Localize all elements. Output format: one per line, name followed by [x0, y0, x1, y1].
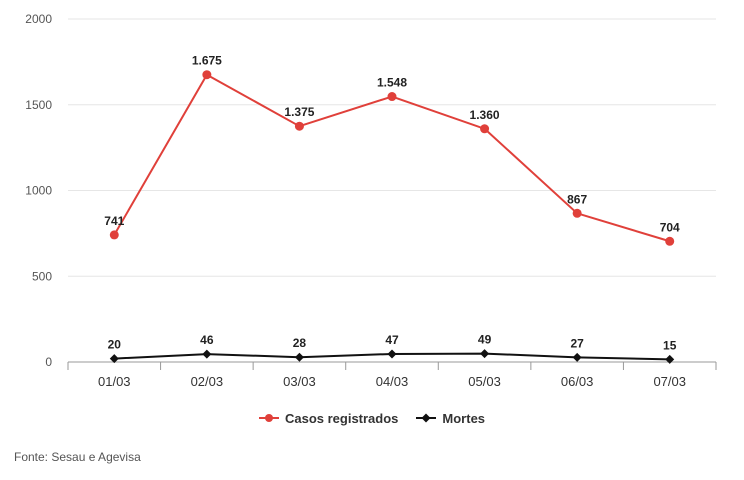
grid-lines	[68, 18, 716, 277]
x-tick-label: 05/03	[468, 374, 501, 389]
legend-label-casos: Casos registrados	[284, 410, 399, 426]
y-tick-label: 500	[32, 269, 52, 283]
data-point	[480, 349, 490, 359]
x-tick-label: 07/03	[653, 374, 686, 389]
data-point	[109, 354, 119, 364]
series-layer: 741 1.675 1.375 1.548 1.360 867 704 20 46 28 47 49 2…	[104, 54, 680, 364]
data-point	[480, 124, 490, 134]
legend-item-mortes[interactable]: Mortes	[416, 411, 485, 426]
legend-label-mortes: Mortes	[442, 410, 486, 426]
y-tick-label: 0	[45, 355, 52, 369]
data-label: 20	[108, 338, 122, 352]
line-chart: 0 500 1000 1500 2000 01/03 02/03 03/03 04/03 05/…	[25, 12, 717, 389]
y-tick-label: 1500	[25, 98, 52, 112]
data-label: 49	[478, 333, 492, 347]
data-label: 741	[104, 214, 124, 228]
data-label: 1.375	[284, 105, 314, 119]
data-point	[572, 352, 582, 362]
data-label: 46	[200, 333, 214, 347]
x-axis: 01/03 02/03 03/03 04/03 05/03 06/03 07/03	[67, 361, 717, 389]
y-tick-label: 1000	[25, 184, 52, 198]
legend: Casos registrados Mortes	[0, 408, 744, 428]
legend-item-casos[interactable]: Casos registrados	[258, 410, 399, 426]
data-label: 704	[660, 220, 680, 234]
data-point	[202, 70, 212, 80]
data-label: 15	[663, 338, 677, 352]
data-label: 867	[567, 192, 587, 206]
data-label: 1.360	[470, 108, 500, 122]
x-tick-label: 02/03	[191, 374, 224, 389]
data-point	[294, 121, 304, 131]
data-label: 27	[570, 336, 584, 350]
legend-line-circle-icon	[258, 414, 279, 422]
x-tick-label: 06/03	[561, 374, 594, 389]
data-label: 28	[293, 336, 307, 350]
x-tick-label: 01/03	[98, 374, 131, 389]
x-tick-label: 04/03	[376, 374, 409, 389]
x-tick-label: 03/03	[283, 374, 316, 389]
y-tick-label: 2000	[25, 12, 52, 26]
y-axis: 0 500 1000 1500 2000	[25, 12, 52, 369]
data-point	[665, 354, 675, 364]
data-point	[387, 92, 397, 102]
data-point	[572, 208, 582, 218]
source-caption: Fonte: Sesau e Agevisa	[14, 450, 141, 464]
legend-line-diamond-icon	[416, 413, 437, 423]
data-point	[294, 352, 304, 362]
data-point	[109, 230, 119, 240]
data-point	[665, 236, 675, 246]
data-label: 47	[385, 333, 399, 347]
data-point	[387, 349, 397, 359]
data-label: 1.548	[377, 76, 407, 90]
data-point	[202, 349, 212, 359]
data-label: 1.675	[192, 54, 222, 68]
